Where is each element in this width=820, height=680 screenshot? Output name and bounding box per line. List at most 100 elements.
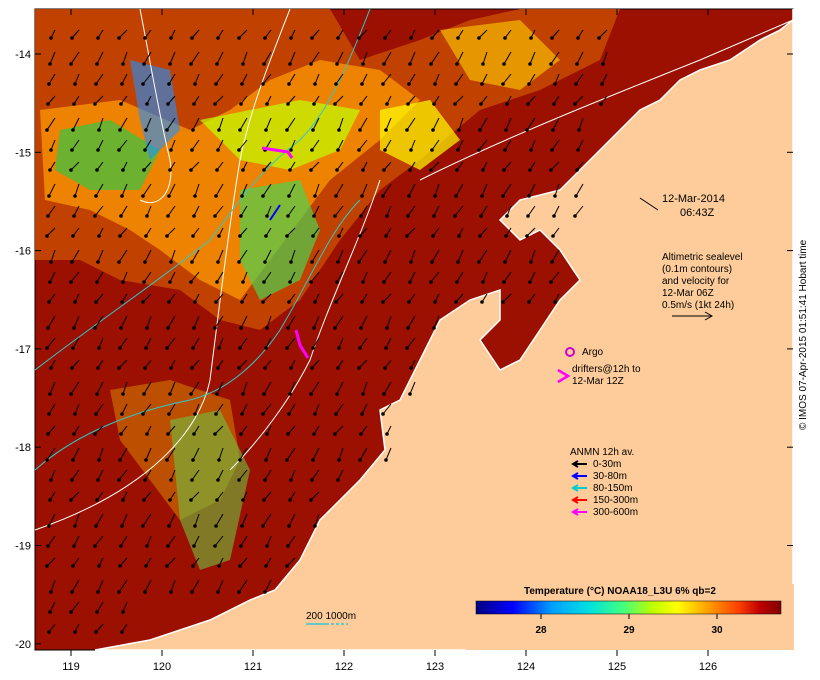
velocity-arrow <box>406 117 416 131</box>
velocity-arrowhead <box>288 498 292 502</box>
velocity-arrow <box>96 601 104 613</box>
velocity-arrowhead <box>190 478 194 482</box>
velocity-arrow <box>480 205 488 217</box>
velocity-arrowhead <box>238 128 242 132</box>
velocity-arrowhead <box>189 168 193 172</box>
velocity-arrow <box>145 447 152 461</box>
velocity-arrowhead <box>382 392 386 396</box>
colorbar-ticks: 28 29 30 <box>535 614 723 636</box>
velocity-arrow <box>577 139 584 151</box>
velocity-arrowhead <box>69 62 73 66</box>
velocity-arrow <box>455 183 464 197</box>
velocity-arrowhead <box>46 102 50 106</box>
velocity-arrowhead <box>97 128 101 132</box>
velocity-arrowhead <box>192 432 196 436</box>
velocity-arrowhead <box>217 346 221 350</box>
velocity-arrowhead <box>525 234 529 238</box>
velocity-arrowhead <box>433 300 437 304</box>
velocity-arrow <box>120 205 128 217</box>
velocity-arrowhead <box>261 412 265 416</box>
velocity-arrow <box>214 205 224 217</box>
velocity-arrowhead <box>240 194 244 198</box>
velocity-arrow <box>241 183 248 197</box>
velocity-arrowhead <box>214 524 218 528</box>
velocity-arrowhead <box>481 62 485 66</box>
velocity-arrow <box>192 447 200 461</box>
velocity-arrowhead <box>311 346 315 350</box>
velocity-arrow <box>50 249 56 263</box>
velocity-arrowhead <box>165 234 169 238</box>
velocity-arrow <box>407 315 416 329</box>
velocity-arrowhead <box>237 478 241 482</box>
velocity-arrow <box>46 557 56 567</box>
velocity-arrowhead <box>118 564 122 568</box>
velocity-arrowhead <box>310 366 314 370</box>
velocity-arrow <box>98 117 104 131</box>
velocity-arrow <box>361 183 368 197</box>
velocity-arrowhead <box>119 432 123 436</box>
velocity-arrow <box>47 315 56 329</box>
velocity-arrow <box>290 249 296 263</box>
velocity-arrowhead <box>549 62 553 66</box>
drifter-marker <box>557 368 571 384</box>
velocity-arrowhead <box>406 102 410 106</box>
velocity-arrowhead <box>168 62 172 66</box>
velocity-arrowhead <box>96 36 100 40</box>
velocity-arrow <box>408 73 416 85</box>
velocity-arrowhead <box>430 260 434 264</box>
altimetry-note-line-2: (0.1m contours) <box>662 264 732 275</box>
velocity-arrow <box>192 337 200 349</box>
velocity-arrowhead <box>381 82 385 86</box>
velocity-arrowhead <box>117 366 121 370</box>
velocity-arrow <box>73 535 80 547</box>
velocity-arrow <box>121 183 128 197</box>
velocity-arrowhead <box>214 412 218 416</box>
velocity-arrowhead <box>309 392 313 396</box>
velocity-arrowhead <box>430 36 434 40</box>
velocity-arrow <box>144 249 152 263</box>
colorbar-background <box>466 584 794 650</box>
velocity-arrow <box>95 513 104 527</box>
velocity-arrowhead <box>505 214 509 218</box>
velocity-arrow <box>478 249 488 263</box>
velocity-arrow <box>143 271 152 283</box>
velocity-arrow <box>94 205 104 217</box>
velocity-arrowhead <box>457 234 461 238</box>
x-tick-label: 119 <box>62 661 80 673</box>
velocity-arrowhead <box>143 148 147 152</box>
velocity-arrowhead <box>263 590 267 594</box>
velocity-arrowhead <box>573 102 577 106</box>
velocity-arrow <box>217 579 224 593</box>
velocity-arrowhead <box>191 346 195 350</box>
velocity-arrowhead <box>215 62 219 66</box>
velocity-arrow <box>120 315 128 329</box>
velocity-arrowhead <box>168 498 172 502</box>
velocity-arrowhead <box>214 194 218 198</box>
velocity-arrowhead <box>312 432 316 436</box>
velocity-arrowhead <box>239 432 243 436</box>
velocity-arrow <box>358 139 368 151</box>
velocity-arrowhead <box>166 326 170 330</box>
altimetry-note-line-1: Altimetric sealevel <box>662 252 743 263</box>
velocity-arrow <box>481 183 488 197</box>
velocity-arrow <box>74 183 80 197</box>
velocity-arrowhead <box>49 260 53 264</box>
velocity-arrow <box>311 249 320 263</box>
velocity-arrowhead <box>384 234 388 238</box>
velocity-arrowhead <box>117 590 121 594</box>
velocity-arrowhead <box>454 194 458 198</box>
velocity-arrow <box>143 381 152 395</box>
velocity-arrow <box>362 381 368 395</box>
velocity-arrowhead <box>312 326 316 330</box>
velocity-arrowhead <box>96 478 100 482</box>
velocity-arrowhead <box>238 564 242 568</box>
velocity-arrow <box>502 73 512 85</box>
velocity-arrowhead <box>121 498 125 502</box>
date-pointer <box>639 197 659 211</box>
velocity-arrowhead <box>265 102 269 106</box>
velocity-arrowhead <box>94 82 98 86</box>
velocity-arrow <box>242 381 248 395</box>
velocity-arrowhead <box>49 590 53 594</box>
velocity-arrow <box>217 249 224 263</box>
